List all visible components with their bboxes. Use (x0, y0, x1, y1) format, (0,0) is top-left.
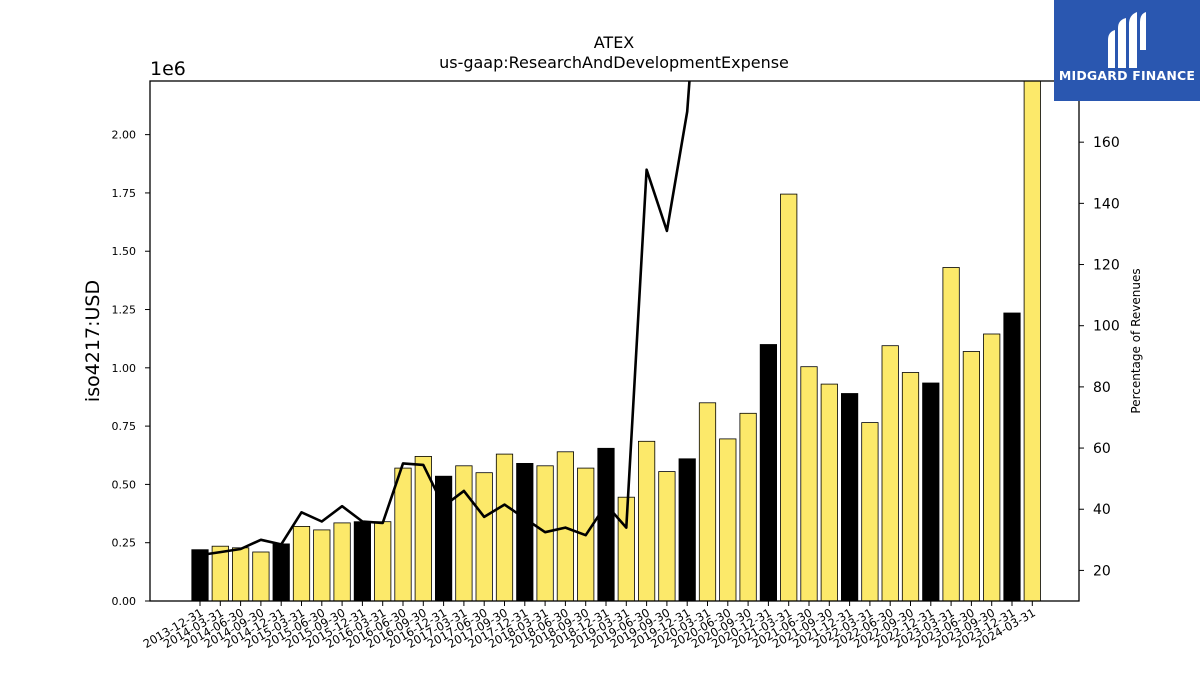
chart-title: ATEX (594, 33, 635, 52)
bar (597, 447, 615, 602)
bar (638, 440, 656, 602)
bar (1003, 312, 1021, 602)
y-right-tick-label: 80 (1093, 380, 1111, 396)
y-tick-label: 1.00 (112, 362, 137, 375)
bar (333, 522, 351, 602)
y-tick-label: 0.75 (112, 420, 137, 433)
bar (475, 472, 493, 602)
bar (678, 458, 696, 602)
midgard-m-icon (1108, 12, 1146, 68)
bar (374, 521, 392, 602)
y-tick-label: 0.25 (112, 537, 137, 550)
bar (841, 393, 859, 602)
brand-name: MIDGARD FINANCE (1058, 68, 1196, 83)
y-tick-label: 2.00 (112, 129, 137, 142)
bar (922, 382, 940, 602)
bar (353, 521, 372, 602)
y-right-tick-label: 100 (1093, 319, 1120, 335)
y-tick-label: 1.25 (112, 304, 137, 317)
y-right-tick-label: 120 (1093, 258, 1120, 274)
bar (881, 345, 899, 602)
bar (719, 438, 737, 602)
y-tick-label: 1.50 (112, 245, 137, 258)
bar (272, 543, 290, 602)
line-series (199, 81, 691, 557)
y-axis-label: iso4217:USD (82, 280, 104, 402)
bar (516, 462, 534, 602)
bar (800, 366, 818, 602)
bar (861, 422, 879, 602)
y-right-tick-label: 140 (1093, 196, 1120, 212)
bar (231, 547, 250, 602)
bar (962, 351, 981, 602)
plot-area: 0.00 0.25 0.50 0.75 1.00 1.25 1.50 1.75 2.00 20 40… (112, 80, 1120, 651)
bar (739, 412, 757, 602)
chart-subtitle: us-gaap:ResearchAndDevelopmentExpense (439, 53, 789, 72)
bar (292, 526, 311, 602)
bar (394, 467, 412, 602)
y-tick-label: 1.75 (112, 187, 137, 200)
bar (658, 471, 676, 602)
bar (780, 193, 798, 602)
y-tick-label: 0.50 (112, 478, 137, 491)
plot-frame (149, 80, 1080, 602)
bar (820, 383, 838, 602)
bar (983, 333, 1001, 602)
bar (191, 549, 209, 602)
bar (1023, 80, 1041, 602)
y-offset-label: 1e6 (150, 58, 186, 80)
y-right-tick-label: 160 (1093, 135, 1120, 151)
bar (759, 344, 778, 602)
bar (901, 372, 920, 602)
y-right-tick-label: 20 (1093, 563, 1111, 579)
y-tick-label: 0.00 (112, 595, 137, 608)
bar (698, 402, 717, 602)
y-right-tick-label: 60 (1093, 441, 1111, 457)
bar (495, 453, 514, 602)
bar (252, 551, 270, 602)
y-right-tick-label: 40 (1093, 502, 1111, 518)
midgard-finance-logo: MIDGARD FINANCE (1054, 0, 1200, 101)
bar (455, 465, 473, 602)
bar (942, 267, 960, 602)
bar (313, 529, 331, 602)
bar (211, 545, 229, 602)
y-axis-label-right: Percentage of Revenues (1129, 268, 1143, 413)
